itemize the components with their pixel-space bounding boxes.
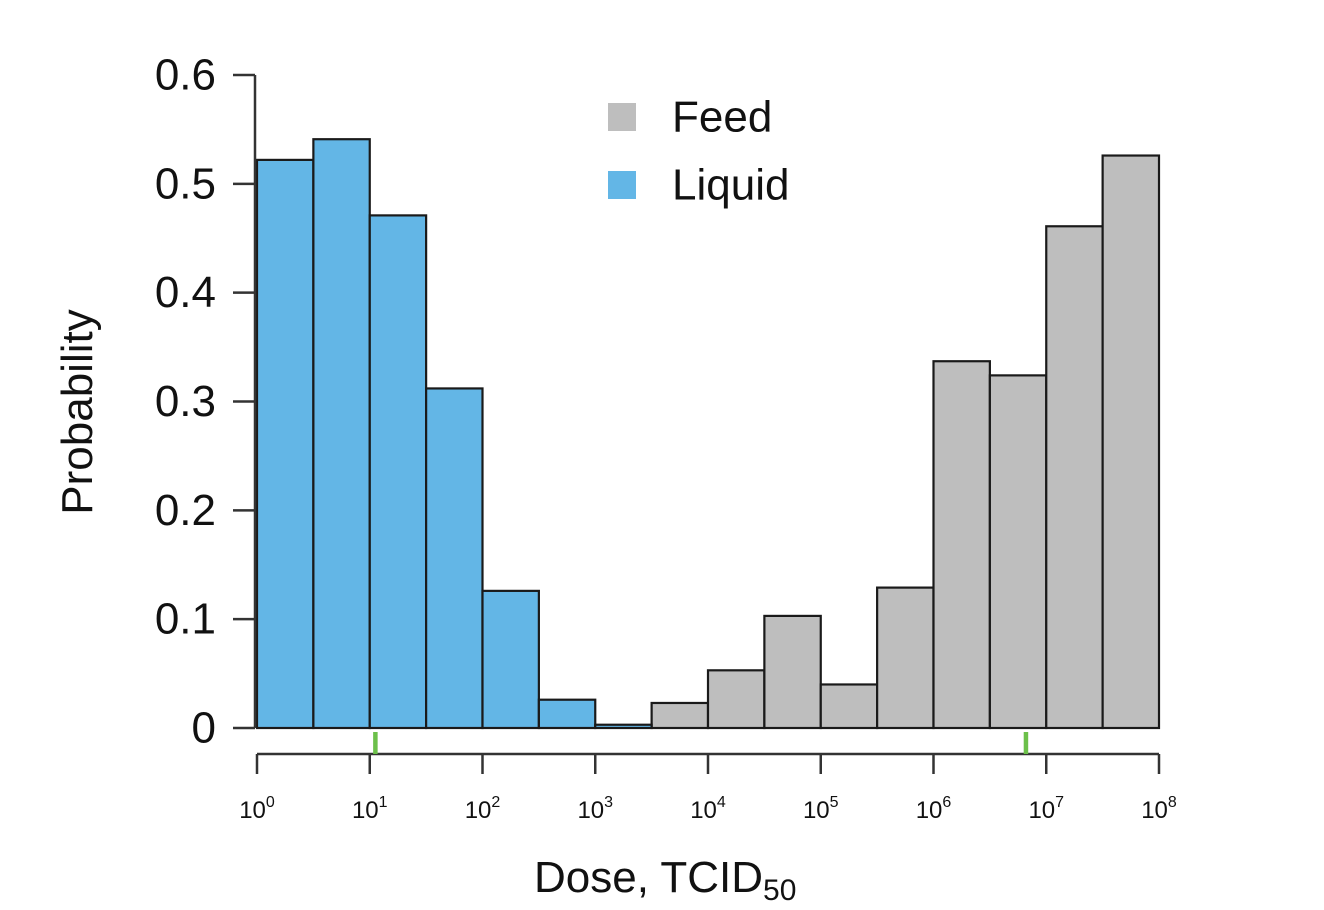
x-axis-title-subscript: 50	[763, 874, 796, 907]
bars-layer	[255, 138, 1161, 730]
bar-liquid-6	[594, 723, 653, 730]
x-tick-label: 100	[239, 794, 275, 824]
bar-feed-3	[819, 683, 879, 730]
bar-feed-2	[763, 614, 822, 730]
y-tick-label: 0.3	[155, 377, 216, 426]
legend: Feed Liquid	[608, 93, 789, 210]
y-tick-label: 0.1	[155, 595, 216, 644]
bar-liquid-3	[425, 387, 484, 730]
bar-feed-7	[1045, 225, 1104, 730]
y-tick-label: 0.2	[155, 486, 216, 535]
y-tick-label: 0.5	[155, 159, 216, 208]
x-axis-title-main: Dose, TCID	[534, 853, 763, 902]
bar-liquid-5	[537, 698, 597, 730]
x-tick-label: 106	[916, 794, 952, 824]
x-tick-label: 101	[352, 794, 388, 824]
x-tick-label: 107	[1028, 794, 1064, 824]
x-axis: 100 101 102 103 104 105 106 107 108	[239, 752, 1177, 824]
bar-feed-4	[876, 586, 935, 730]
legend-label-feed: Feed	[672, 93, 772, 142]
x-tick-label: 104	[690, 794, 726, 824]
bar-liquid-2	[368, 214, 428, 730]
bar-liquid-1	[312, 138, 371, 730]
x-tick-label: 102	[465, 794, 501, 824]
y-axis-title: Probability	[53, 309, 102, 514]
legend-swatch-liquid	[608, 171, 636, 199]
y-axis: 0 0.1 0.2 0.3 0.4 0.5 0.6	[155, 51, 257, 753]
bar-liquid-0	[255, 158, 315, 730]
y-tick-label: 0.4	[155, 268, 216, 317]
bar-liquid-4	[481, 589, 540, 730]
y-tick-label: 0.6	[155, 51, 216, 100]
x-tick-label: 103	[577, 794, 613, 824]
x-tick-label: 108	[1141, 794, 1177, 824]
y-tick-label: 0	[192, 704, 216, 753]
markers-layer	[373, 732, 1029, 754]
x-tick-label: 105	[803, 794, 839, 824]
bar-feed-0	[650, 701, 710, 730]
bar-feed-1	[706, 669, 766, 730]
bar-feed-6	[988, 374, 1048, 730]
x-axis-title: Dose, TCID50	[534, 853, 796, 907]
legend-swatch-feed	[608, 103, 636, 131]
bar-feed-5	[932, 360, 991, 730]
legend-label-liquid: Liquid	[672, 161, 789, 210]
bar-feed-8	[1101, 154, 1161, 730]
